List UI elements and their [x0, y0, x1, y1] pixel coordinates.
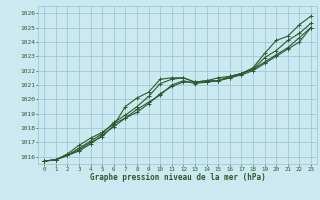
X-axis label: Graphe pression niveau de la mer (hPa): Graphe pression niveau de la mer (hPa) [90, 173, 266, 182]
